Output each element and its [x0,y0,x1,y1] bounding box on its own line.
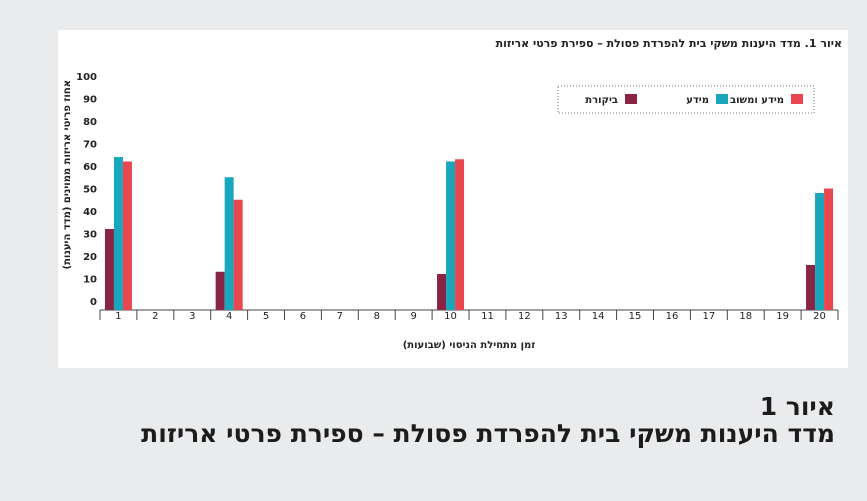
legend-label: מידע [686,95,709,106]
x-tick-label: 12 [518,311,531,322]
y-tick-label: 10 [83,275,97,286]
y-tick-label: 40 [83,207,97,218]
bar [815,193,825,310]
caption-label: איור 1 [759,392,835,421]
bar [113,157,123,310]
chart-title: איור 1. מדד היענות משקי בית להפרדת פסולת… [496,37,842,50]
y-tick-label: 90 [83,95,97,106]
y-tick-label: 100 [76,72,97,83]
x-tick-label: 14 [592,311,605,322]
bar [446,161,456,310]
x-tick-label: 19 [776,311,789,322]
y-axis-label: אחוז פריטי אריזות ממוינים (מדד היענות) [62,80,73,269]
y-tick-label: 50 [83,185,97,196]
legend-swatch [716,94,728,104]
x-tick-label: 6 [300,311,306,322]
bar [806,265,816,310]
y-tick-label: 20 [83,252,97,263]
bar [437,274,447,310]
bar [122,161,132,310]
bar [224,177,234,310]
caption-title: מדד היענות משקי בית להפרדת פסולת – ספירת… [141,419,835,448]
x-tick-label: 8 [374,311,380,322]
bar [104,229,114,310]
x-tick-label: 7 [337,311,343,322]
y-tick-label: 70 [83,140,97,151]
y-tick-label: 0 [90,297,97,308]
bar [824,188,834,310]
x-tick-label: 13 [555,311,568,322]
x-tick-label: 2 [152,311,158,322]
x-tick-label: 9 [410,311,416,322]
x-tick-label: 3 [189,311,195,322]
x-tick-label: 15 [629,311,642,322]
x-tick-label: 11 [481,311,494,322]
x-tick-label: 20 [813,311,826,322]
bar [233,199,243,310]
y-tick-label: 80 [83,117,97,128]
x-tick-label: 5 [263,311,269,322]
x-tick-label: 16 [666,311,679,322]
caption: איור 1 מדד היענות משקי בית להפרדת פסולת … [45,392,835,446]
legend-swatch [791,94,803,104]
y-tick-label: 30 [83,230,97,241]
bar [215,271,225,310]
bar [455,159,465,310]
y-tick-label: 60 [83,162,97,173]
legend-label: מידע ומשוב [730,95,784,106]
legend-swatch [625,94,637,104]
x-tick-label: 10 [444,311,457,322]
x-tick-label: 17 [702,311,715,322]
x-tick-label: 1 [115,311,121,322]
legend-box [557,85,815,114]
x-tick-label: 18 [739,311,752,322]
legend-label: ביקורת [585,95,618,106]
x-axis-label: זמן מתחילת הניסוי (שבועות) [403,340,536,351]
x-tick-label: 4 [226,311,232,322]
